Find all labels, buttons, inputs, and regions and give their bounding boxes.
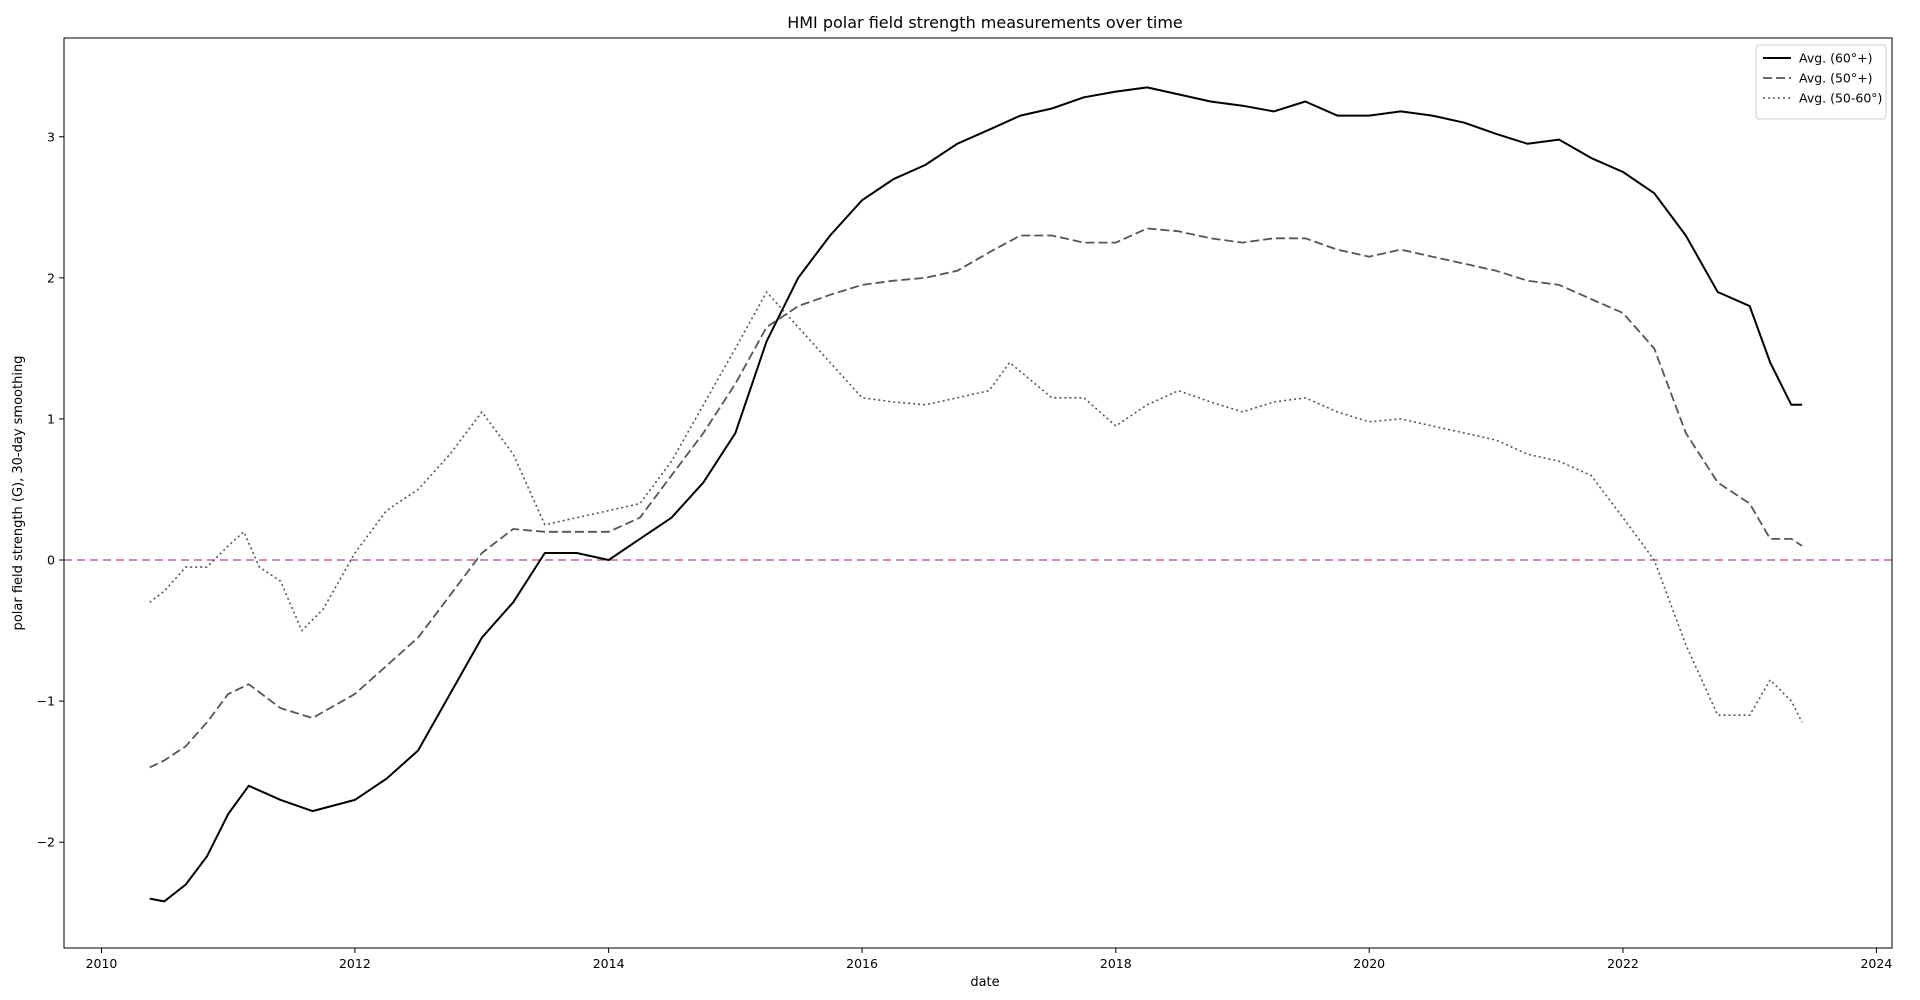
y-tick-label: 1 xyxy=(47,411,55,426)
x-tick-label: 2022 xyxy=(1607,956,1639,971)
x-tick-label: 2020 xyxy=(1353,956,1385,971)
legend-label: Avg. (50-60°) xyxy=(1799,91,1882,106)
x-axis: 2010 2012 2014 2016 2018 2020 2022 2024 xyxy=(86,948,1892,971)
y-tick-label: −2 xyxy=(37,835,55,850)
x-tick-label: 2024 xyxy=(1860,956,1892,971)
y-axis-label: polar field strength (G), 30-day smoothi… xyxy=(11,356,26,631)
y-tick-label: −1 xyxy=(37,694,55,709)
x-tick-label: 2018 xyxy=(1100,956,1132,971)
y-tick-label: 0 xyxy=(47,553,55,568)
series-line-1 xyxy=(149,86,1803,903)
y-tick-label: 2 xyxy=(47,270,55,285)
plot-area xyxy=(64,86,1892,903)
x-axis-label: date xyxy=(970,975,999,990)
legend-label: Avg. (60°+) xyxy=(1799,51,1872,66)
plot-frame xyxy=(63,37,1893,949)
legend-label: Avg. (50°+) xyxy=(1799,71,1872,86)
legend: Avg. (60°+) Avg. (50°+) Avg. (50-60°) xyxy=(1755,44,1887,120)
x-tick-label: 2010 xyxy=(86,956,118,971)
y-tick-label: 3 xyxy=(47,129,55,144)
chart-title: HMI polar field strength measurements ov… xyxy=(787,13,1183,32)
x-tick-label: 2016 xyxy=(846,956,878,971)
series-line-2 xyxy=(149,227,1803,769)
x-tick-label: 2014 xyxy=(593,956,625,971)
series-line-3 xyxy=(149,291,1803,723)
y-axis: −2 −1 0 1 2 3 xyxy=(37,129,64,850)
x-tick-label: 2012 xyxy=(339,956,371,971)
legend-box xyxy=(1755,44,1887,120)
